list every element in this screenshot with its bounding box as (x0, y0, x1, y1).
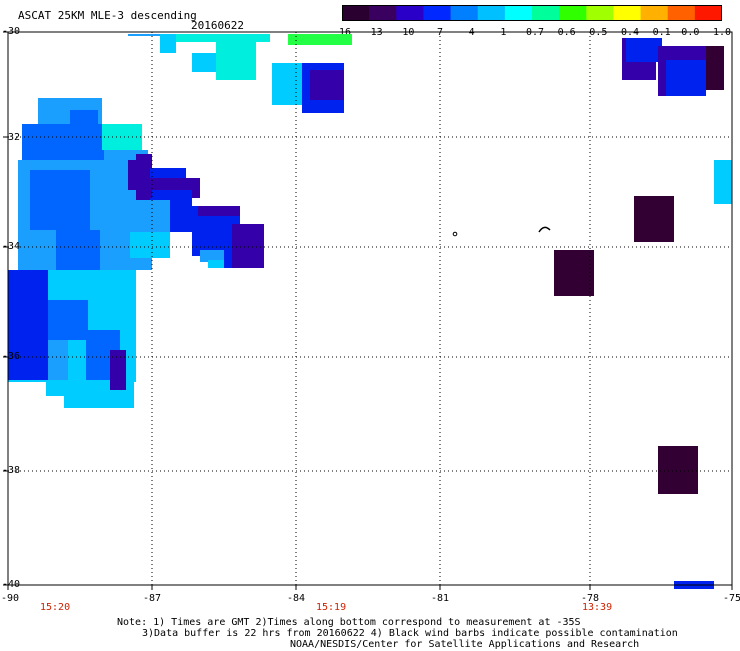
lon-label: -84 (286, 593, 306, 604)
note-line-1: Note: 1) Times are GMT 2)Times along bot… (117, 617, 581, 628)
map-date: 20160622 (191, 19, 244, 32)
lat-label: -38 (2, 465, 21, 476)
color-scale-segment (396, 5, 424, 21)
color-scale-bar (342, 5, 722, 21)
wind-cell (634, 196, 674, 242)
color-scale-segment (532, 5, 560, 21)
wind-barb (538, 226, 551, 233)
map-frame (7, 31, 733, 586)
color-scale-segment (613, 5, 642, 21)
calm-wind-marker (452, 231, 458, 237)
lat-label: -40 (2, 579, 21, 590)
wind-cell (248, 224, 264, 268)
wind-cell (160, 34, 176, 53)
lat-label: -34 (2, 241, 21, 252)
wind-cell (208, 260, 224, 268)
scatterometer-map (3, 31, 733, 590)
wind-cell (626, 38, 662, 62)
wind-cell (658, 446, 698, 494)
wind-cell (130, 232, 170, 258)
wind-cell (110, 350, 126, 390)
data-swaths (8, 34, 732, 589)
color-scale-border (342, 5, 722, 21)
color-scale-segment (504, 5, 533, 21)
map-title: ASCAT 25KM MLE-3 descending (18, 9, 197, 22)
wind-cell (8, 270, 48, 380)
time-label: 15:20 (40, 602, 71, 613)
wind-cell (30, 170, 90, 230)
wind-cell (666, 60, 706, 96)
color-scale-segment (342, 5, 370, 21)
wind-cell (70, 110, 98, 130)
color-scale-segment (640, 5, 669, 21)
wind-cell (192, 53, 216, 72)
wind-cell (200, 250, 224, 262)
wind-cell (288, 34, 352, 45)
lon-label: -78 (580, 593, 600, 604)
wind-cell (216, 42, 256, 80)
color-scale-segment (477, 5, 506, 21)
lon-label: -87 (142, 593, 162, 604)
color-scale-segment (423, 5, 452, 21)
color-scale-segment (450, 5, 479, 21)
wind-cell (48, 300, 88, 340)
color-scale-segment (369, 5, 397, 21)
color-scale-segment (667, 5, 696, 21)
wind-cell (714, 160, 732, 204)
lon-label: -90 (0, 593, 20, 604)
lon-label: -81 (430, 593, 450, 604)
lat-label: -36 (2, 351, 21, 362)
wind-cell (198, 206, 240, 216)
time-label: 13:39 (582, 602, 613, 613)
lat-label: -32 (2, 132, 21, 143)
wind-cell (48, 340, 68, 380)
color-scale-segment (586, 5, 614, 21)
wind-cell (175, 34, 270, 42)
color-scale-segment (559, 5, 587, 21)
map-border (7, 31, 733, 586)
wind-cell (272, 63, 302, 105)
note-line-2: 3)Data buffer is 22 hrs from 20160622 4)… (142, 628, 678, 639)
wind-cell (310, 70, 344, 100)
wind-cell (232, 224, 248, 268)
lat-label: -30 (2, 26, 21, 37)
time-label: 15:19 (316, 602, 347, 613)
lon-label: -75 (722, 593, 740, 604)
wind-barbs (452, 226, 551, 237)
wind-cell (136, 154, 152, 214)
wind-cell (56, 230, 100, 270)
color-scale-segment (694, 5, 722, 21)
wind-cell (706, 46, 724, 90)
wind-cell (554, 250, 594, 296)
wind-cell (64, 396, 134, 408)
note-line-3: NOAA/NESDIS/Center for Satellite Applica… (290, 639, 640, 650)
lat-lon-grid (3, 31, 733, 590)
